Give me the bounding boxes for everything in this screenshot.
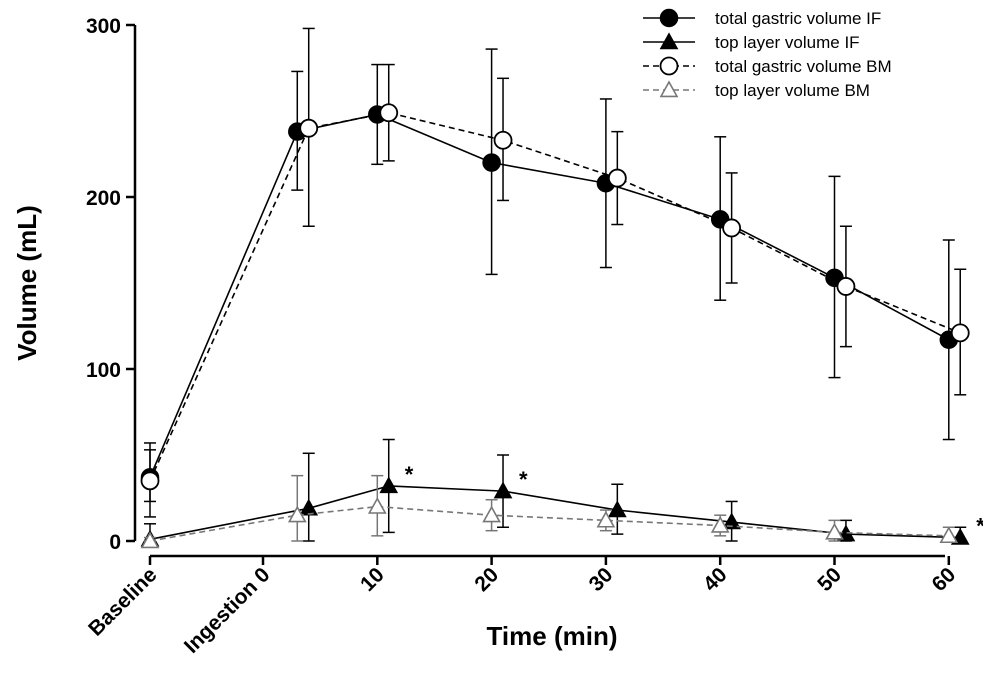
legend: total gastric volume IF top layer volume … <box>643 8 892 100</box>
x-tick-label: 40 <box>699 563 732 596</box>
marker-point <box>287 505 307 523</box>
x-tick-label: Ingestion 0 <box>180 563 275 658</box>
x-tick-label: Baseline <box>84 563 161 640</box>
legend-item: top layer volume BM <box>643 80 870 100</box>
legend-label: top layer volume IF <box>715 33 860 52</box>
series-line <box>149 505 949 542</box>
legend-item: total gastric volume BM <box>643 56 892 76</box>
marker-point <box>659 56 679 76</box>
marker-point <box>836 277 856 296</box>
y-tick-label: 100 <box>86 359 121 382</box>
marker-point <box>607 168 627 188</box>
marker-point <box>659 32 679 50</box>
x-axis-title: Time (min) <box>487 621 618 651</box>
series-top-layer-volume-if <box>140 438 970 547</box>
marker-point <box>825 522 844 540</box>
significance-asterisk: * <box>519 467 528 492</box>
x-tick-label: 10 <box>356 563 389 596</box>
legend-label: total gastric volume BM <box>715 57 892 76</box>
series-layer <box>140 27 970 549</box>
marker-point <box>379 476 399 494</box>
y-axis-title: Volume (mL) <box>12 205 42 361</box>
marker-point <box>607 500 627 518</box>
series-line <box>149 113 950 478</box>
marker-point <box>659 8 679 28</box>
annotation-layer: * * * <box>405 462 983 539</box>
legend-label: top layer volume BM <box>715 81 870 100</box>
x-tick-label: 50 <box>813 563 846 596</box>
marker-point <box>140 531 160 549</box>
marker-point <box>493 130 513 150</box>
x-tick-label: 60 <box>928 563 961 596</box>
y-tick-label: 200 <box>86 187 121 210</box>
marker-point <box>950 323 970 343</box>
series-total-gastric-volume-if <box>140 48 959 503</box>
series-total-gastric-volume-bm <box>140 27 970 518</box>
legend-label: total gastric volume IF <box>715 9 881 28</box>
marker-point <box>659 80 679 98</box>
axes: 0 100 200 300 Baseline Ingestion 0 10 20 30 40 50 6… <box>84 15 960 658</box>
marker-point <box>379 103 399 123</box>
y-tick-label: 300 <box>86 15 121 38</box>
marker-point <box>299 118 319 138</box>
marker-point <box>367 496 387 514</box>
series-top-layer-volume-bm <box>140 474 959 549</box>
marker-point <box>722 512 741 530</box>
marker-point <box>482 505 501 523</box>
x-tick-label: 30 <box>585 563 618 596</box>
marker-point <box>596 510 616 528</box>
significance-asterisk: * <box>976 514 983 539</box>
y-tick-label: 0 <box>109 531 121 554</box>
marker-point <box>722 218 742 238</box>
marker-point <box>939 526 959 544</box>
marker-point <box>710 515 730 533</box>
marker-point <box>493 481 513 499</box>
marker-point <box>140 471 160 491</box>
legend-item: total gastric volume IF <box>643 8 881 28</box>
marker-point <box>482 153 501 172</box>
x-tick-label: 20 <box>470 563 503 596</box>
series-line <box>149 111 961 482</box>
legend-item: top layer volume IF <box>643 32 860 52</box>
significance-asterisk: * <box>405 462 414 487</box>
